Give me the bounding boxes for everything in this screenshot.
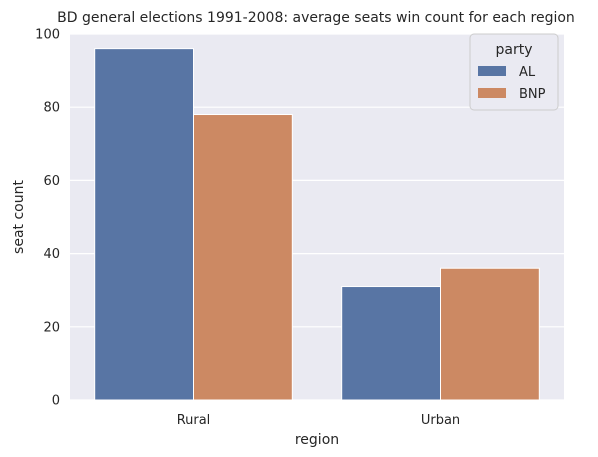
chart-title: BD general elections 1991-2008: average … — [57, 10, 575, 26]
y-tick-label: 80 — [43, 101, 60, 116]
bar-al-urban — [341, 286, 442, 401]
y-tick-label: 40 — [43, 247, 60, 262]
legend: party AL BNP — [469, 33, 559, 111]
bar-bnp-rural — [193, 114, 293, 401]
legend-swatch-al — [478, 66, 506, 76]
x-tick-label: Urban — [421, 413, 460, 428]
legend-title: party — [496, 42, 533, 58]
legend-label-bnp: BNP — [519, 87, 546, 102]
bar-al-rural — [94, 48, 194, 401]
y-ticks: 0 20 40 60 80 100 — [35, 28, 60, 409]
y-tick-label: 60 — [43, 174, 60, 189]
x-ticks: Rural Urban — [177, 413, 460, 428]
y-tick-label: 0 — [52, 394, 60, 409]
y-tick-label: 20 — [43, 320, 60, 335]
x-tick-label: Rural — [177, 413, 211, 428]
x-axis-label: region — [295, 432, 339, 448]
bar-bnp-urban — [440, 267, 540, 401]
bars — [94, 48, 540, 401]
legend-label-al: AL — [519, 65, 536, 80]
y-axis-label: seat count — [11, 180, 27, 254]
y-tick-label: 100 — [35, 28, 60, 43]
legend-swatch-bnp — [478, 88, 506, 98]
